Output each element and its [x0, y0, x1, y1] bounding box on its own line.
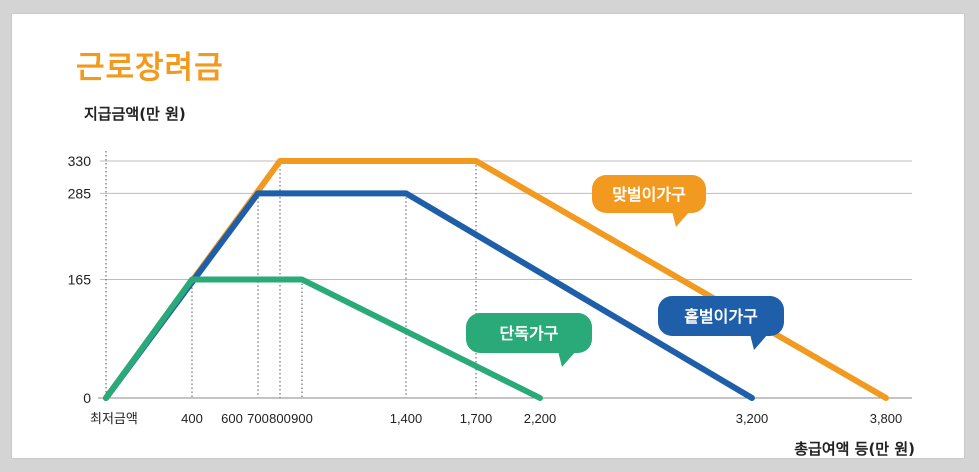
legend-bubble-tail: [750, 334, 768, 350]
legend-bubble-맞벌이가구: 맞벌이가구: [592, 175, 706, 227]
x-tick-label: 1,400: [390, 411, 423, 426]
x-tick-label: 1,700: [460, 411, 493, 426]
x-tick-label: 600: [221, 411, 243, 426]
y-tick-label: 165: [68, 272, 92, 288]
x-tick-label: 3,800: [870, 411, 903, 426]
y-tick-label: 285: [68, 185, 92, 201]
x-tick-label: 2,200: [524, 411, 557, 426]
x-tick-label: 3,200: [736, 411, 769, 426]
legend-label: 맞벌이가구: [612, 185, 686, 204]
legend-bubble-body: [592, 175, 706, 213]
legend-bubble-tail: [672, 211, 690, 227]
x-tick-label: 700: [247, 411, 269, 426]
x-axis-label: 총급여액 등(만 원): [794, 440, 915, 458]
legend-bubble-tail: [558, 351, 576, 367]
x-tick-label: 최저금액: [90, 411, 138, 426]
x-tick-label: 800: [269, 411, 291, 426]
chart-title: 근로장려금: [76, 50, 224, 86]
y-tick-label: 0: [83, 390, 91, 406]
y-tick-label: 330: [68, 153, 92, 169]
legend-bubble-홑벌이가구: 홑벌이가구: [658, 296, 784, 350]
legend-label: 홑벌이가구: [684, 307, 758, 326]
x-tick-label: 900: [291, 411, 313, 426]
series-line-단독가구: [103, 276, 543, 401]
x-tick-label: 400: [181, 411, 203, 426]
legend-bubble-body: [658, 296, 784, 336]
chart-card: [12, 14, 964, 458]
legend-label: 단독가구: [500, 324, 559, 343]
legend-bubble-body: [466, 313, 592, 353]
legend-bubble-단독가구: 단독가구: [466, 313, 592, 367]
y-axis-label: 지급금액(만 원): [84, 105, 186, 123]
series-line-홑벌이가구: [103, 190, 755, 401]
